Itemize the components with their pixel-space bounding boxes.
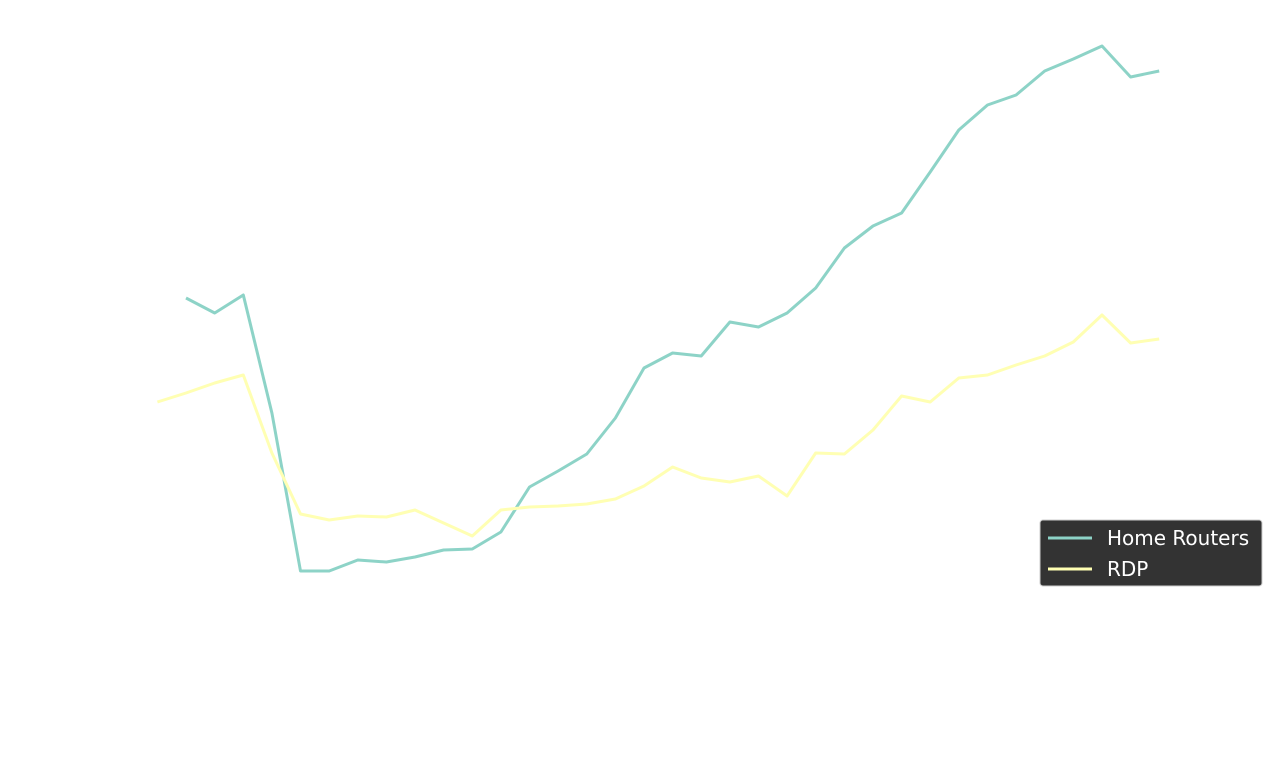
legend: Home Routers RDP bbox=[1039, 519, 1263, 587]
series-line-home-routers bbox=[185, 44, 1160, 573]
legend-box bbox=[1039, 519, 1263, 587]
plot-area bbox=[156, 44, 1160, 573]
legend-label-rdp: RDP bbox=[1107, 557, 1148, 581]
legend-label-home-routers: Home Routers bbox=[1107, 526, 1249, 550]
series-line-rdp bbox=[156, 313, 1160, 538]
